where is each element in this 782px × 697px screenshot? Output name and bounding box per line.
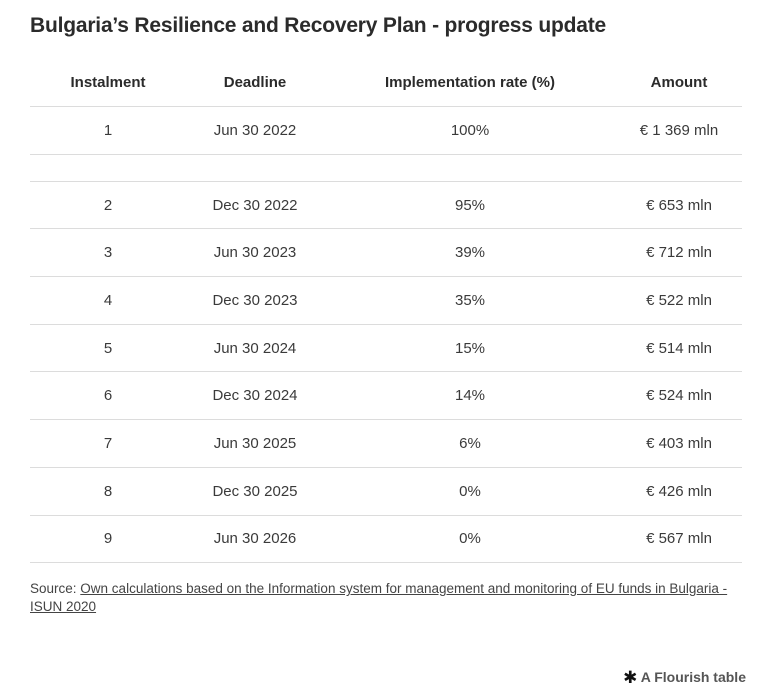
amount-cell: € 567 mln (616, 515, 742, 564)
source-link[interactable]: Own calculations based on the Informatio… (30, 581, 728, 614)
data-table: Instalment Deadline Implementation rate … (30, 58, 742, 564)
deadline-cell: Jun 30 2024 (186, 324, 324, 373)
deadline-cell: Dec 30 2024 (186, 371, 324, 421)
table-row (30, 154, 742, 182)
table-row: 3 Jun 30 2023 39% € 712 mln (30, 228, 742, 278)
table-body: 1 Jun 30 2022 100% € 1 369 mln 2 Dec 30 2022 9… (30, 106, 742, 564)
deadline-cell: Jun 30 2022 (186, 106, 324, 155)
column-header-instalment[interactable]: Instalment (30, 58, 186, 107)
deadline-cell: Jun 30 2025 (186, 419, 324, 468)
flourish-credit-label: A Flourish table (640, 669, 746, 685)
amount-cell: € 514 mln (616, 324, 742, 373)
implementation-rate-cell: 95% (324, 181, 616, 230)
implementation-rate-cell: 35% (324, 276, 616, 325)
deadline-cell (186, 154, 324, 182)
amount-cell: € 524 mln (616, 371, 742, 421)
deadline-cell: Jun 30 2026 (186, 515, 324, 564)
amount-cell: € 653 mln (616, 181, 742, 230)
table-header-row: Instalment Deadline Implementation rate … (30, 58, 742, 107)
flourish-star-icon: ✱ (623, 668, 638, 687)
amount-cell: € 712 mln (616, 228, 742, 278)
table-row: 5 Jun 30 2024 15% € 514 mln (30, 324, 742, 373)
amount-cell (616, 154, 742, 182)
table-row: 8 Dec 30 2025 0% € 426 mln (30, 467, 742, 516)
table-row: 7 Jun 30 2025 6% € 403 mln (30, 419, 742, 468)
page-title: Bulgaria’s Resilience and Recovery Plan … (30, 14, 607, 37)
instalment-cell: 1 (30, 106, 186, 155)
instalment-cell (30, 154, 186, 182)
deadline-cell: Dec 30 2023 (186, 276, 324, 325)
deadline-cell: Dec 30 2025 (186, 467, 324, 516)
instalment-cell: 5 (30, 324, 186, 373)
source-note: Source: Own calculations based on the In… (30, 580, 730, 616)
amount-cell: € 403 mln (616, 419, 742, 468)
table-row: 6 Dec 30 2024 14% € 524 mln (30, 371, 742, 421)
table-row: 1 Jun 30 2022 100% € 1 369 mln (30, 106, 742, 155)
implementation-rate-cell: 15% (324, 324, 616, 373)
amount-cell: € 1 369 mln (616, 106, 742, 155)
instalment-cell: 7 (30, 419, 186, 468)
instalment-cell: 2 (30, 181, 186, 230)
amount-cell: € 426 mln (616, 467, 742, 516)
amount-cell: € 522 mln (616, 276, 742, 325)
implementation-rate-cell: 0% (324, 515, 616, 564)
instalment-cell: 3 (30, 228, 186, 278)
deadline-cell: Jun 30 2023 (186, 228, 324, 278)
implementation-rate-cell: 100% (324, 106, 616, 155)
deadline-cell: Dec 30 2022 (186, 181, 324, 230)
implementation-rate-cell: 0% (324, 467, 616, 516)
column-header-implementation-rate[interactable]: Implementation rate (%) (324, 58, 616, 107)
instalment-cell: 6 (30, 371, 186, 421)
implementation-rate-cell (324, 154, 616, 182)
implementation-rate-cell: 14% (324, 371, 616, 421)
column-header-deadline[interactable]: Deadline (186, 58, 324, 107)
table-row: 4 Dec 30 2023 35% € 522 mln (30, 276, 742, 325)
column-header-amount[interactable]: Amount (616, 58, 742, 107)
implementation-rate-cell: 6% (324, 419, 616, 468)
table-row: 2 Dec 30 2022 95% € 653 mln (30, 181, 742, 230)
implementation-rate-cell: 39% (324, 228, 616, 278)
instalment-cell: 4 (30, 276, 186, 325)
instalment-cell: 9 (30, 515, 186, 564)
source-label: Source: (30, 581, 77, 596)
table-row: 9 Jun 30 2026 0% € 567 mln (30, 515, 742, 564)
instalment-cell: 8 (30, 467, 186, 516)
flourish-credit[interactable]: ✱ A Flourish table (623, 668, 746, 688)
